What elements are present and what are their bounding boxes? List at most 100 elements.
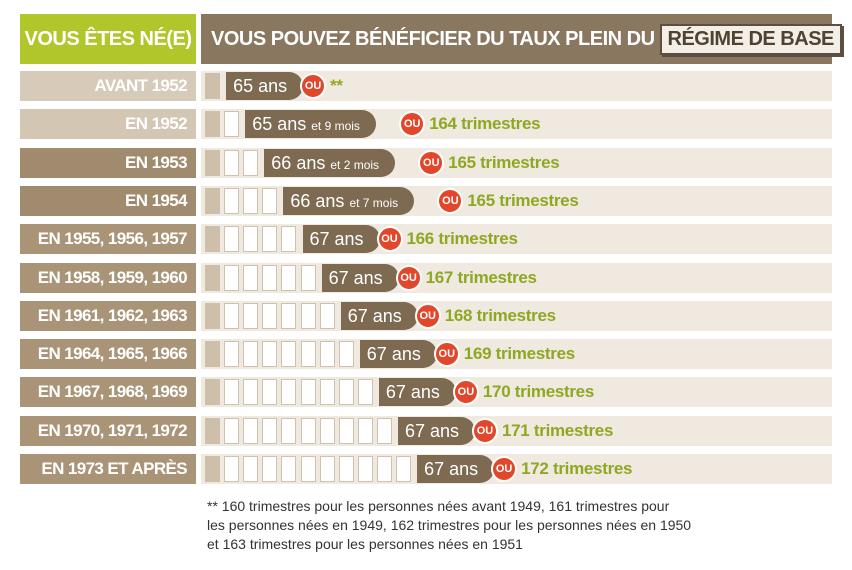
ou-badge-wrap: OU [437,188,464,214]
year-segment [243,341,259,367]
row-bar: 67 ans OU 171 trimestres [201,416,832,446]
year-segment [224,265,240,291]
ou-badge: OU [418,150,445,176]
year-segment [300,303,316,329]
ou-badge: OU [437,188,464,214]
age-pill: 67 ans [321,264,399,292]
ou-badge: OU [472,418,498,444]
footnote: ** 160 trimestres pour les personnes née… [207,497,807,554]
age-pill: 67 ans [302,225,380,253]
year-segment [376,418,392,444]
age-value: 67 ans [385,382,440,402]
year-segment [319,456,335,482]
trimestres-value: 164 trimestres [429,114,541,133]
ou-badge-wrap: OU [376,226,403,252]
row-bar: 67 ans OU 170 trimestres [201,377,832,407]
year-segment [262,379,278,405]
ou-badge: OU [300,73,327,99]
year-segment [262,265,278,291]
ou-badge: OU [433,341,460,367]
year-segment [319,341,335,367]
year-segment [281,418,297,444]
ou-badge-wrap: OU [418,150,445,176]
year-segment [205,150,220,176]
row-bar: 65 ans et 9 mois OU 164 trimestres [201,109,832,139]
year-segment [205,341,220,367]
age-pill: 67 ans [398,417,476,445]
year-segment [281,341,297,367]
header-born-title: VOUS ÊTES NÉ(E) [20,14,196,64]
year-segment [224,341,240,367]
ou-badge: OU [399,111,426,137]
trimestres-value: 169 trimestres [463,344,575,363]
trimestres-value: 166 trimestres [406,229,518,248]
row-bar: 67 ans OU 169 trimestres [201,339,832,369]
age-pill: 67 ans [359,340,437,368]
year-segment [357,379,373,405]
row-label: EN 1958, 1959, 1960 [20,263,196,293]
year-segment [262,341,278,367]
footnote-line-1: ** 160 trimestres pour les personnes née… [207,498,670,514]
year-segment [243,303,259,329]
ou-badge-wrap: OU [399,111,426,137]
year-segment [262,418,278,444]
row-label: EN 1953 [20,148,196,178]
trimestres-value: ** [330,76,343,95]
year-segment [205,111,220,137]
year-segment [243,150,259,176]
year-segment [281,379,297,405]
year-segment [376,456,392,482]
year-segment [224,188,240,214]
trimestres-value: 168 trimestres [444,306,556,325]
row-bar: 67 ans OU 167 trimestres [201,263,832,293]
ou-badge: OU [395,265,422,291]
trimestres-value: 171 trimestres [502,421,614,440]
row-label: EN 1973 ET APRÈS [20,454,196,484]
year-segment [281,226,297,252]
header-benefit-suffix: À : [847,28,852,51]
ou-badge-wrap: OU [491,456,518,482]
year-segment [224,303,240,329]
age-pill: 65 ans et 9 mois [245,110,376,138]
ou-badge-wrap: OU [452,379,479,405]
row-label: AVANT 1952 [20,71,196,101]
age-pill: 66 ans et 7 mois [283,187,415,215]
year-segment [224,226,240,252]
row-bar: 67 ans OU 168 trimestres [201,301,832,331]
year-segment [338,456,354,482]
age-pill: 66 ans et 2 mois [264,149,396,177]
year-segment [300,418,316,444]
row-label: EN 1967, 1968, 1969 [20,377,196,407]
age-pill: 67 ans [417,455,495,483]
year-segment [205,379,220,405]
year-segment [281,456,297,482]
row-label: EN 1952 [20,109,196,139]
age-value: 67 ans [405,421,460,441]
year-segment [319,418,335,444]
year-segment [300,265,316,291]
year-segment [205,73,220,99]
age-value: 67 ans [328,268,383,288]
ou-badge-wrap: OU [433,341,460,367]
age-value: 65 ans [233,76,288,96]
ou-badge: OU [376,226,403,252]
year-segment [338,341,354,367]
year-segment [338,379,354,405]
ou-badge-wrap: OU [414,303,441,329]
year-segment [396,456,411,482]
trimestres-value: 170 trimestres [482,382,594,401]
ou-badge: OU [491,456,518,482]
year-segment [281,303,297,329]
age-detail: et 7 mois [349,196,399,210]
ou-badge: OU [414,303,441,329]
age-pill: 65 ans [226,72,304,100]
year-segment [243,188,259,214]
row-label: EN 1961, 1962, 1963 [20,301,196,331]
year-segment [300,456,316,482]
year-segment [281,265,297,291]
age-value: 66 ans [271,153,326,173]
year-segment [224,111,240,137]
row-bar: 66 ans et 7 mois OU 165 trimestres [201,186,832,216]
trimestres-value: 167 trimestres [425,268,537,287]
year-segment [205,188,220,214]
